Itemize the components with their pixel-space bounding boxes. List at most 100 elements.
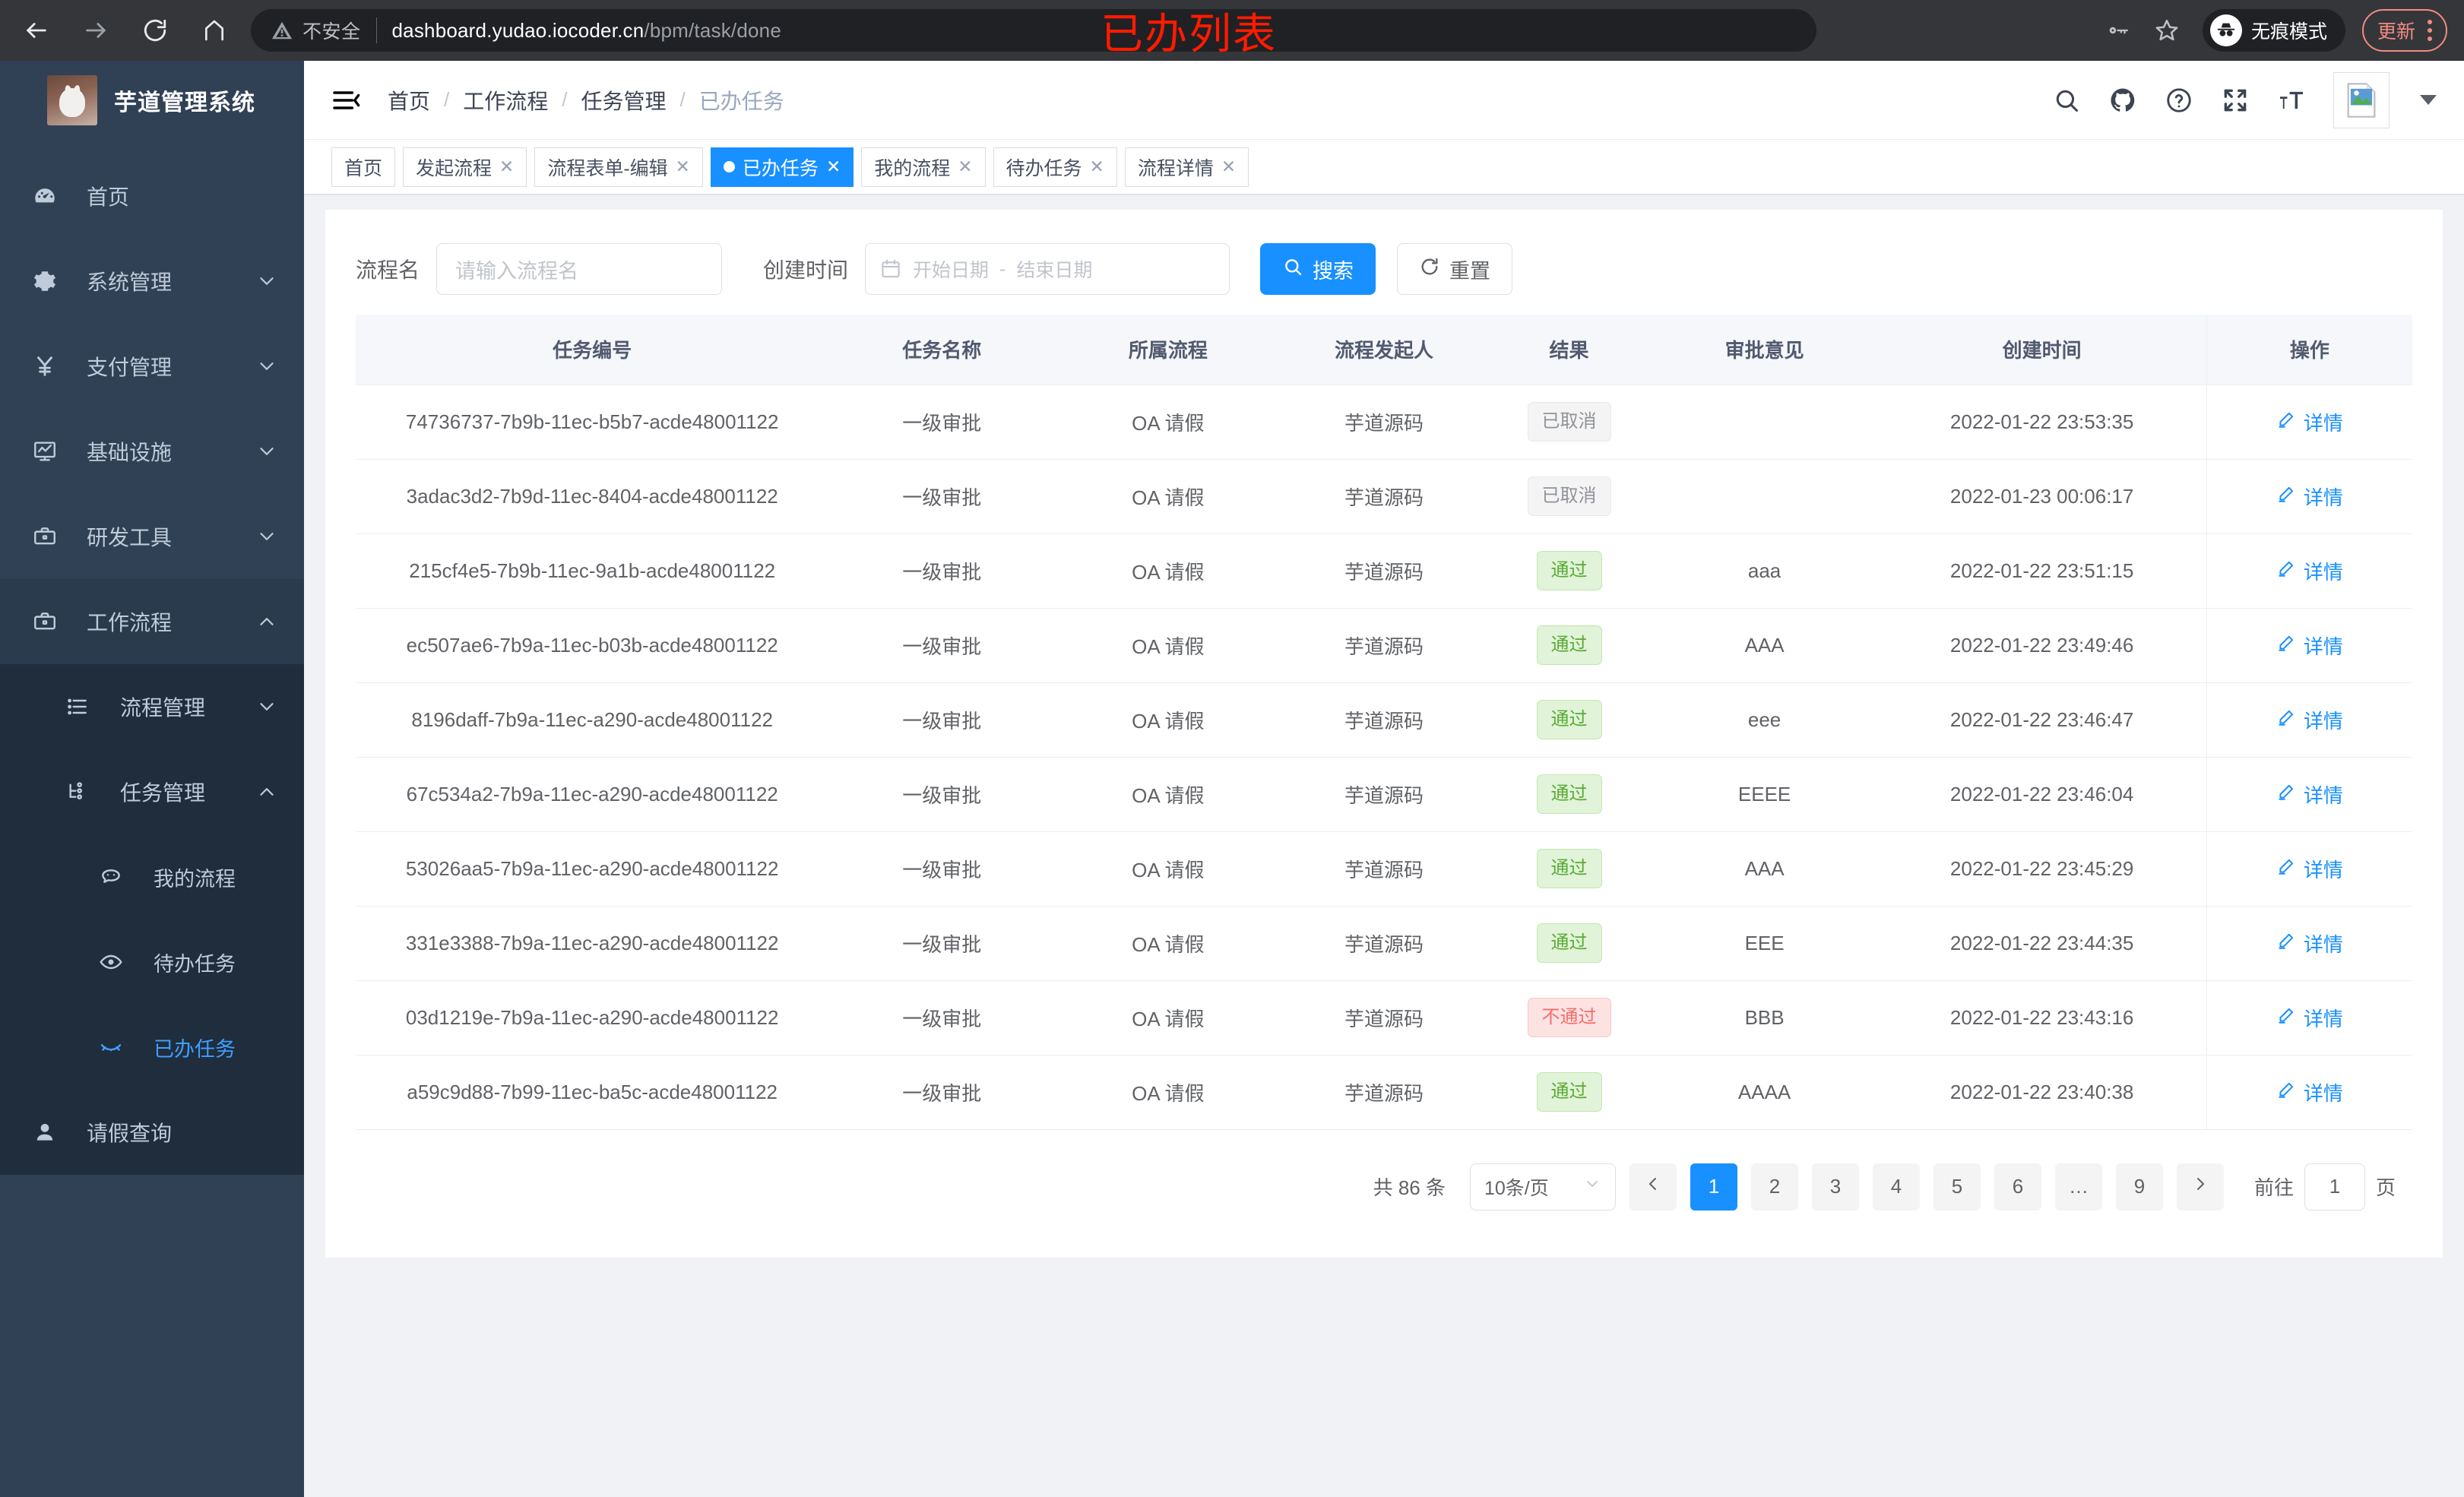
detail-button[interactable]: 详情	[2276, 780, 2343, 809]
search-icon[interactable]	[2052, 86, 2081, 115]
pagination-ellipsis[interactable]: …	[2054, 1163, 2102, 1211]
status-badge: 通过	[1536, 849, 1602, 888]
breadcrumb-item[interactable]: 工作流程	[463, 89, 549, 113]
close-icon[interactable]: ✕	[958, 157, 973, 176]
back-button[interactable]	[17, 11, 56, 50]
sidebar-toggle-icon[interactable]	[328, 83, 363, 118]
create-time-range-picker[interactable]: 开始日期 - 结束日期	[865, 243, 1230, 295]
brand[interactable]: 芋道管理系统	[0, 61, 304, 140]
pagination-page-5[interactable]: 5	[1933, 1163, 1981, 1211]
close-icon[interactable]: ✕	[825, 157, 841, 176]
pagination-page-4[interactable]: 4	[1872, 1163, 1920, 1211]
github-icon[interactable]	[2108, 86, 2137, 115]
tab-todo-task[interactable]: 待办任务 ✕	[993, 147, 1117, 187]
chevron-down-icon	[255, 695, 278, 718]
detail-button[interactable]: 详情	[2276, 631, 2343, 660]
edit-pencil-icon	[2276, 633, 2296, 658]
edit-pencil-icon	[2276, 410, 2296, 435]
page-size-select[interactable]: 10条/页	[1469, 1163, 1616, 1211]
close-icon[interactable]: ✕	[1221, 157, 1237, 176]
home-button[interactable]	[195, 11, 234, 50]
status-badge: 通过	[1536, 625, 1602, 665]
sidebar-item-payment[interactable]: 支付管理	[0, 324, 304, 409]
password-key-icon[interactable]	[2098, 10, 2139, 51]
forward-button[interactable]	[76, 11, 116, 50]
sidebar-item-infrastructure[interactable]: 基础设施	[0, 409, 304, 494]
cell-task-name: 一级审批	[828, 682, 1056, 758]
detail-button[interactable]: 详情	[2276, 1004, 2343, 1032]
help-icon[interactable]	[2165, 86, 2193, 115]
pagination-page-1[interactable]: 1	[1690, 1163, 1737, 1211]
detail-button[interactable]: 详情	[2276, 1078, 2343, 1106]
cell-task-id: 53026aa5-7b9a-11ec-a290-acde48001122	[356, 831, 829, 907]
chevron-down-icon[interactable]	[2420, 95, 2437, 105]
table-row: 215cf4e5-7b9b-11ec-9a1b-acde48001122 一级审批…	[356, 533, 2412, 609]
fullscreen-icon[interactable]	[2221, 86, 2250, 115]
breadcrumb-item[interactable]: 任务管理	[581, 89, 667, 113]
address-bar[interactable]: 不安全 dashboard.yudao.iocoder.cn/bpm/task/…	[251, 9, 1816, 52]
pagination-page-2[interactable]: 2	[1750, 1163, 1798, 1211]
pagination-prev-button[interactable]	[1629, 1163, 1677, 1211]
tab-process-detail[interactable]: 流程详情 ✕	[1124, 147, 1249, 187]
search-button[interactable]: 搜索	[1260, 243, 1376, 295]
breadcrumb-item[interactable]: 首页	[388, 89, 431, 113]
reset-button-label: 重置	[1449, 259, 1491, 283]
avatar[interactable]	[2333, 71, 2390, 128]
tab-done-task[interactable]: 已办任务 ✕	[710, 147, 854, 187]
close-icon[interactable]: ✕	[1089, 157, 1104, 176]
detail-button[interactable]: 详情	[2276, 557, 2343, 585]
font-size-icon[interactable]	[2277, 86, 2306, 115]
sidebar-item-devtools[interactable]: 研发工具	[0, 494, 304, 579]
cell-task-name: 一级审批	[828, 980, 1056, 1055]
detail-button[interactable]: 详情	[2276, 929, 2343, 957]
sidebar-item-home[interactable]: 首页	[0, 153, 304, 239]
cell-result: 不通过	[1487, 980, 1652, 1055]
cell-task-name: 一级审批	[828, 1055, 1056, 1130]
tab-start-process[interactable]: 发起流程 ✕	[403, 147, 527, 187]
reload-button[interactable]	[135, 11, 175, 50]
sidebar-item-system[interactable]: 系统管理	[0, 239, 304, 324]
sidebar-item-task-management[interactable]: 任务管理	[0, 749, 304, 834]
pagination-page-6[interactable]: 6	[1994, 1163, 2041, 1211]
cell-created-time: 2022-01-22 23:44:35	[1877, 906, 2207, 981]
sidebar-item-todo-task[interactable]: 待办任务	[0, 919, 304, 1005]
task-submenu: 我的流程 待办任务 已办任务	[0, 834, 304, 1090]
chevron-down-icon	[255, 355, 278, 378]
eye-icon	[99, 950, 137, 974]
cell-task-name: 一级审批	[828, 831, 1056, 907]
cell-created-time: 2022-01-22 23:45:29	[1877, 831, 2207, 907]
pagination-page-9[interactable]: 9	[2115, 1163, 2163, 1211]
close-icon[interactable]: ✕	[675, 157, 690, 176]
sidebar-item-leave-query[interactable]: 请假查询	[0, 1090, 304, 1175]
detail-button[interactable]: 详情	[2276, 483, 2343, 511]
pagination-next-button[interactable]	[2176, 1163, 2224, 1211]
cell-created-time: 2022-01-22 23:43:16	[1877, 980, 2207, 1055]
pagination-page-3[interactable]: 3	[1811, 1163, 1859, 1211]
sidebar-item-workflow[interactable]: 工作流程	[0, 579, 304, 664]
detail-button[interactable]: 详情	[2276, 706, 2343, 734]
edit-pencil-icon	[2276, 707, 2296, 733]
detail-button[interactable]: 详情	[2276, 855, 2343, 883]
sidebar-item-my-process[interactable]: 我的流程	[0, 834, 304, 919]
user-icon	[32, 1119, 70, 1145]
jump-page-input[interactable]: 1	[2304, 1163, 2365, 1211]
close-icon[interactable]: ✕	[499, 157, 515, 176]
briefcase-icon	[32, 524, 70, 549]
detail-button[interactable]: 详情	[2276, 408, 2343, 436]
incognito-indicator[interactable]: 无痕模式	[2202, 9, 2345, 52]
process-name-input[interactable]: 请输入流程名	[436, 243, 723, 295]
sidebar-item-done-task[interactable]: 已办任务	[0, 1005, 304, 1090]
insecure-label: 不安全	[302, 21, 361, 43]
detail-button-label: 详情	[2303, 858, 2343, 881]
chevron-left-icon	[1644, 1175, 1662, 1198]
tab-process-form-edit[interactable]: 流程表单-编辑 ✕	[534, 147, 703, 187]
reset-button[interactable]: 重置	[1397, 243, 1513, 295]
incognito-label: 无痕模式	[2250, 21, 2327, 43]
chrome-menu-icon[interactable]	[2428, 20, 2432, 41]
column-header-result: 结果	[1487, 315, 1652, 385]
tab-my-process[interactable]: 我的流程 ✕	[861, 147, 986, 187]
update-button[interactable]: 更新	[2361, 9, 2447, 52]
tab-home[interactable]: 首页	[331, 147, 396, 187]
bookmark-star-icon[interactable]	[2146, 10, 2187, 51]
sidebar-item-process-management[interactable]: 流程管理	[0, 664, 304, 749]
